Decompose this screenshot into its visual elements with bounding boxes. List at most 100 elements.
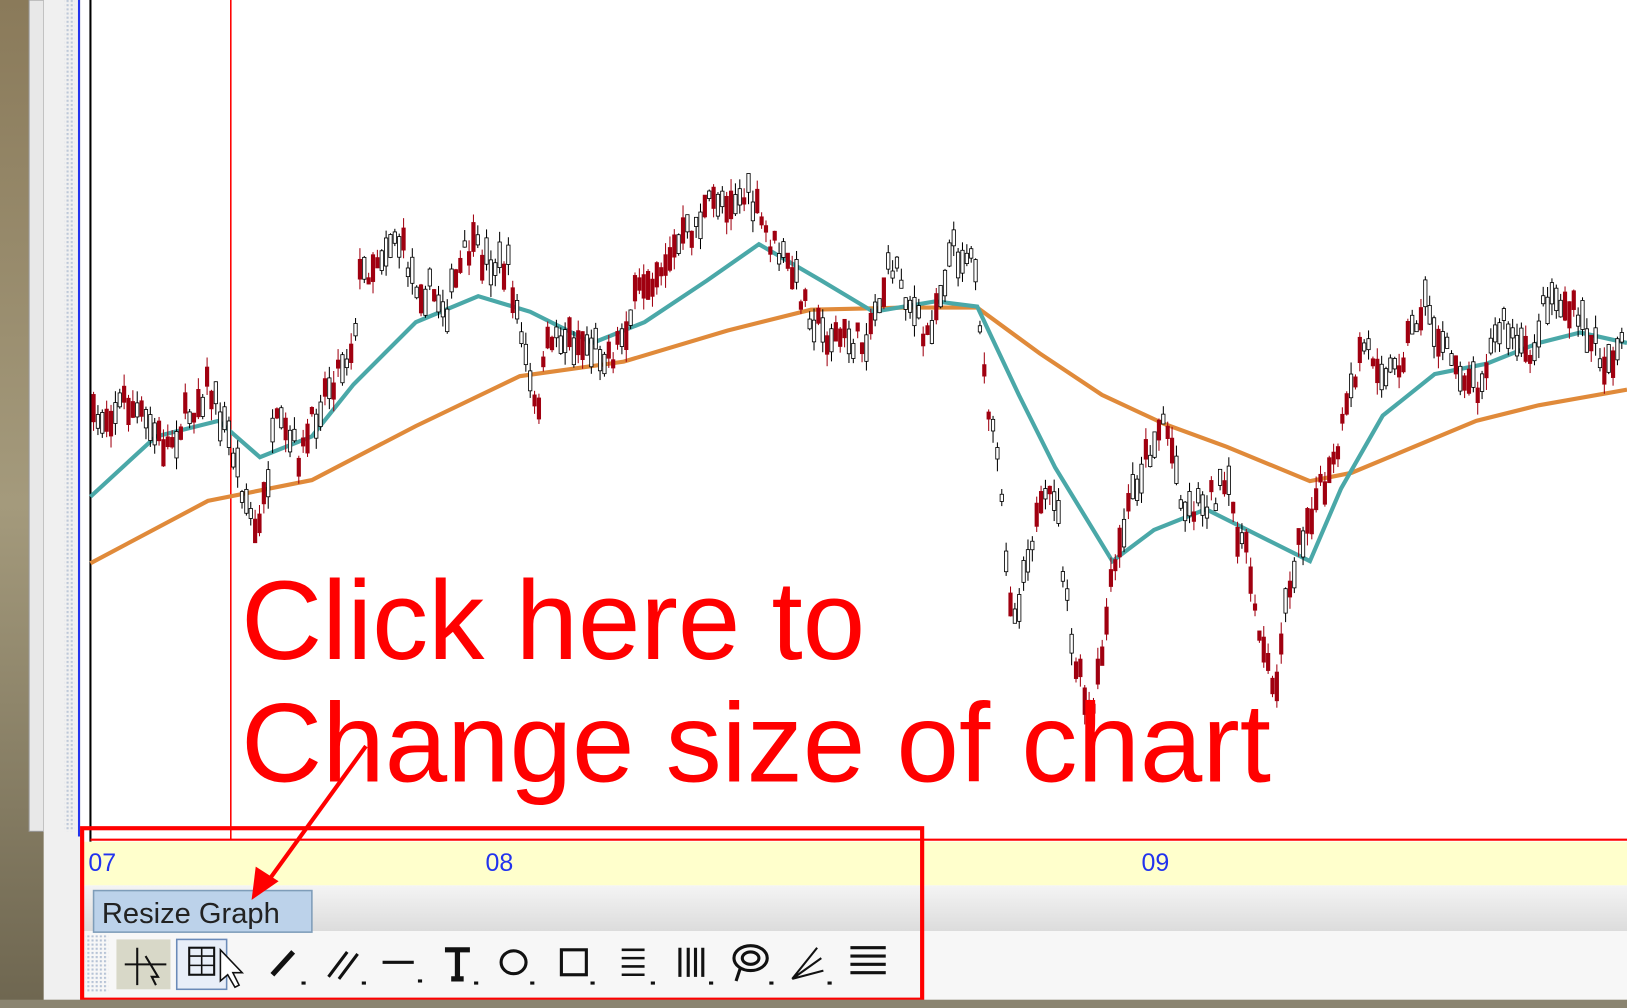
candle-body [1366,338,1371,351]
candle-body [296,457,301,477]
candle-body [108,410,114,437]
candle-body [218,411,223,442]
window-frame [43,0,82,1008]
candle-body [842,318,847,339]
candle-body [410,256,415,284]
candle-body [977,325,983,333]
candle-body [1065,588,1070,601]
candle-body [453,269,459,288]
candle-body [637,277,642,291]
candle-body [1052,491,1057,511]
candle-body [370,254,376,282]
candle-body [851,343,856,359]
candle-body [1549,282,1555,305]
candle-body [1292,560,1297,589]
candle-body [794,259,799,283]
candle-body [1034,502,1039,527]
candle-body [1222,480,1227,495]
toolbar-icons[interactable] [116,938,886,991]
candle-body [877,298,882,314]
candle-body [1187,490,1192,517]
candle-body [886,252,891,270]
candle-body [1095,658,1100,685]
candle-body [676,234,681,254]
candle-body [685,214,690,233]
candle-body [401,227,406,251]
candle-body [1078,658,1083,678]
candle-body [1519,327,1524,354]
candle-body [1113,559,1118,572]
candle-body [646,270,651,300]
candle-body [1174,455,1179,484]
candle-body [183,392,188,414]
candle-body [1218,468,1223,486]
candle-body [938,285,943,308]
candle-body [170,437,175,448]
candle-body [1475,387,1480,403]
candle-body [1606,344,1611,373]
candle-body [1362,342,1367,352]
candle-body [798,301,803,310]
candle-body [239,491,245,503]
candle-body [606,341,611,359]
candle-body [301,437,306,447]
candle-body [466,251,472,266]
candle-body [318,401,323,427]
candle-body [855,322,860,332]
candle-body [1462,375,1467,391]
candle-body [554,326,559,339]
candle-body [283,417,288,441]
candle-body [414,286,419,299]
candle-body [619,328,624,347]
candle-body [1375,358,1380,384]
candle-body [117,392,122,408]
candle-body [1431,317,1437,347]
candle-body [816,307,821,324]
candle-body [379,250,384,271]
candle-body [947,242,952,267]
candle-body [1344,393,1349,415]
candle-body [715,193,721,217]
candle-body [200,396,205,417]
candle-body [152,422,157,446]
candle-body [1287,580,1293,598]
candle-body [475,234,480,246]
candle-body [536,397,542,420]
candle-body [1440,331,1445,353]
candle-body [737,188,742,206]
candle-body [287,429,293,453]
candle-body [1117,527,1122,558]
candle-body [1318,473,1323,483]
candle-body [541,356,546,368]
candle-body [1383,368,1389,387]
candle-body [589,337,594,368]
candle-body [1143,439,1148,460]
candle-body [750,201,755,222]
candle-body [331,382,336,400]
candle-body [820,317,825,343]
candle-body [864,334,869,362]
candle-body [1204,506,1210,519]
candle-body [1012,608,1017,624]
candle-body [1541,295,1546,305]
candle-body [104,408,109,432]
candle-body [1266,653,1271,671]
candle-body [305,423,310,454]
candle-body [833,322,838,342]
candle-body [777,253,782,265]
candle-body [558,335,563,354]
candle-body [1379,363,1384,391]
candle-body [1047,485,1052,495]
candle-body [1121,518,1127,548]
candle-body [126,397,131,426]
candle-body [235,447,240,478]
candle-body [641,274,646,299]
candle-body [196,389,201,418]
candle-body [811,319,817,343]
candle-body [1087,699,1092,721]
candle-body [868,312,873,335]
chart-area [90,0,1627,840]
candle-body [423,288,428,316]
candle-body [672,234,677,258]
candle-body [680,217,686,244]
